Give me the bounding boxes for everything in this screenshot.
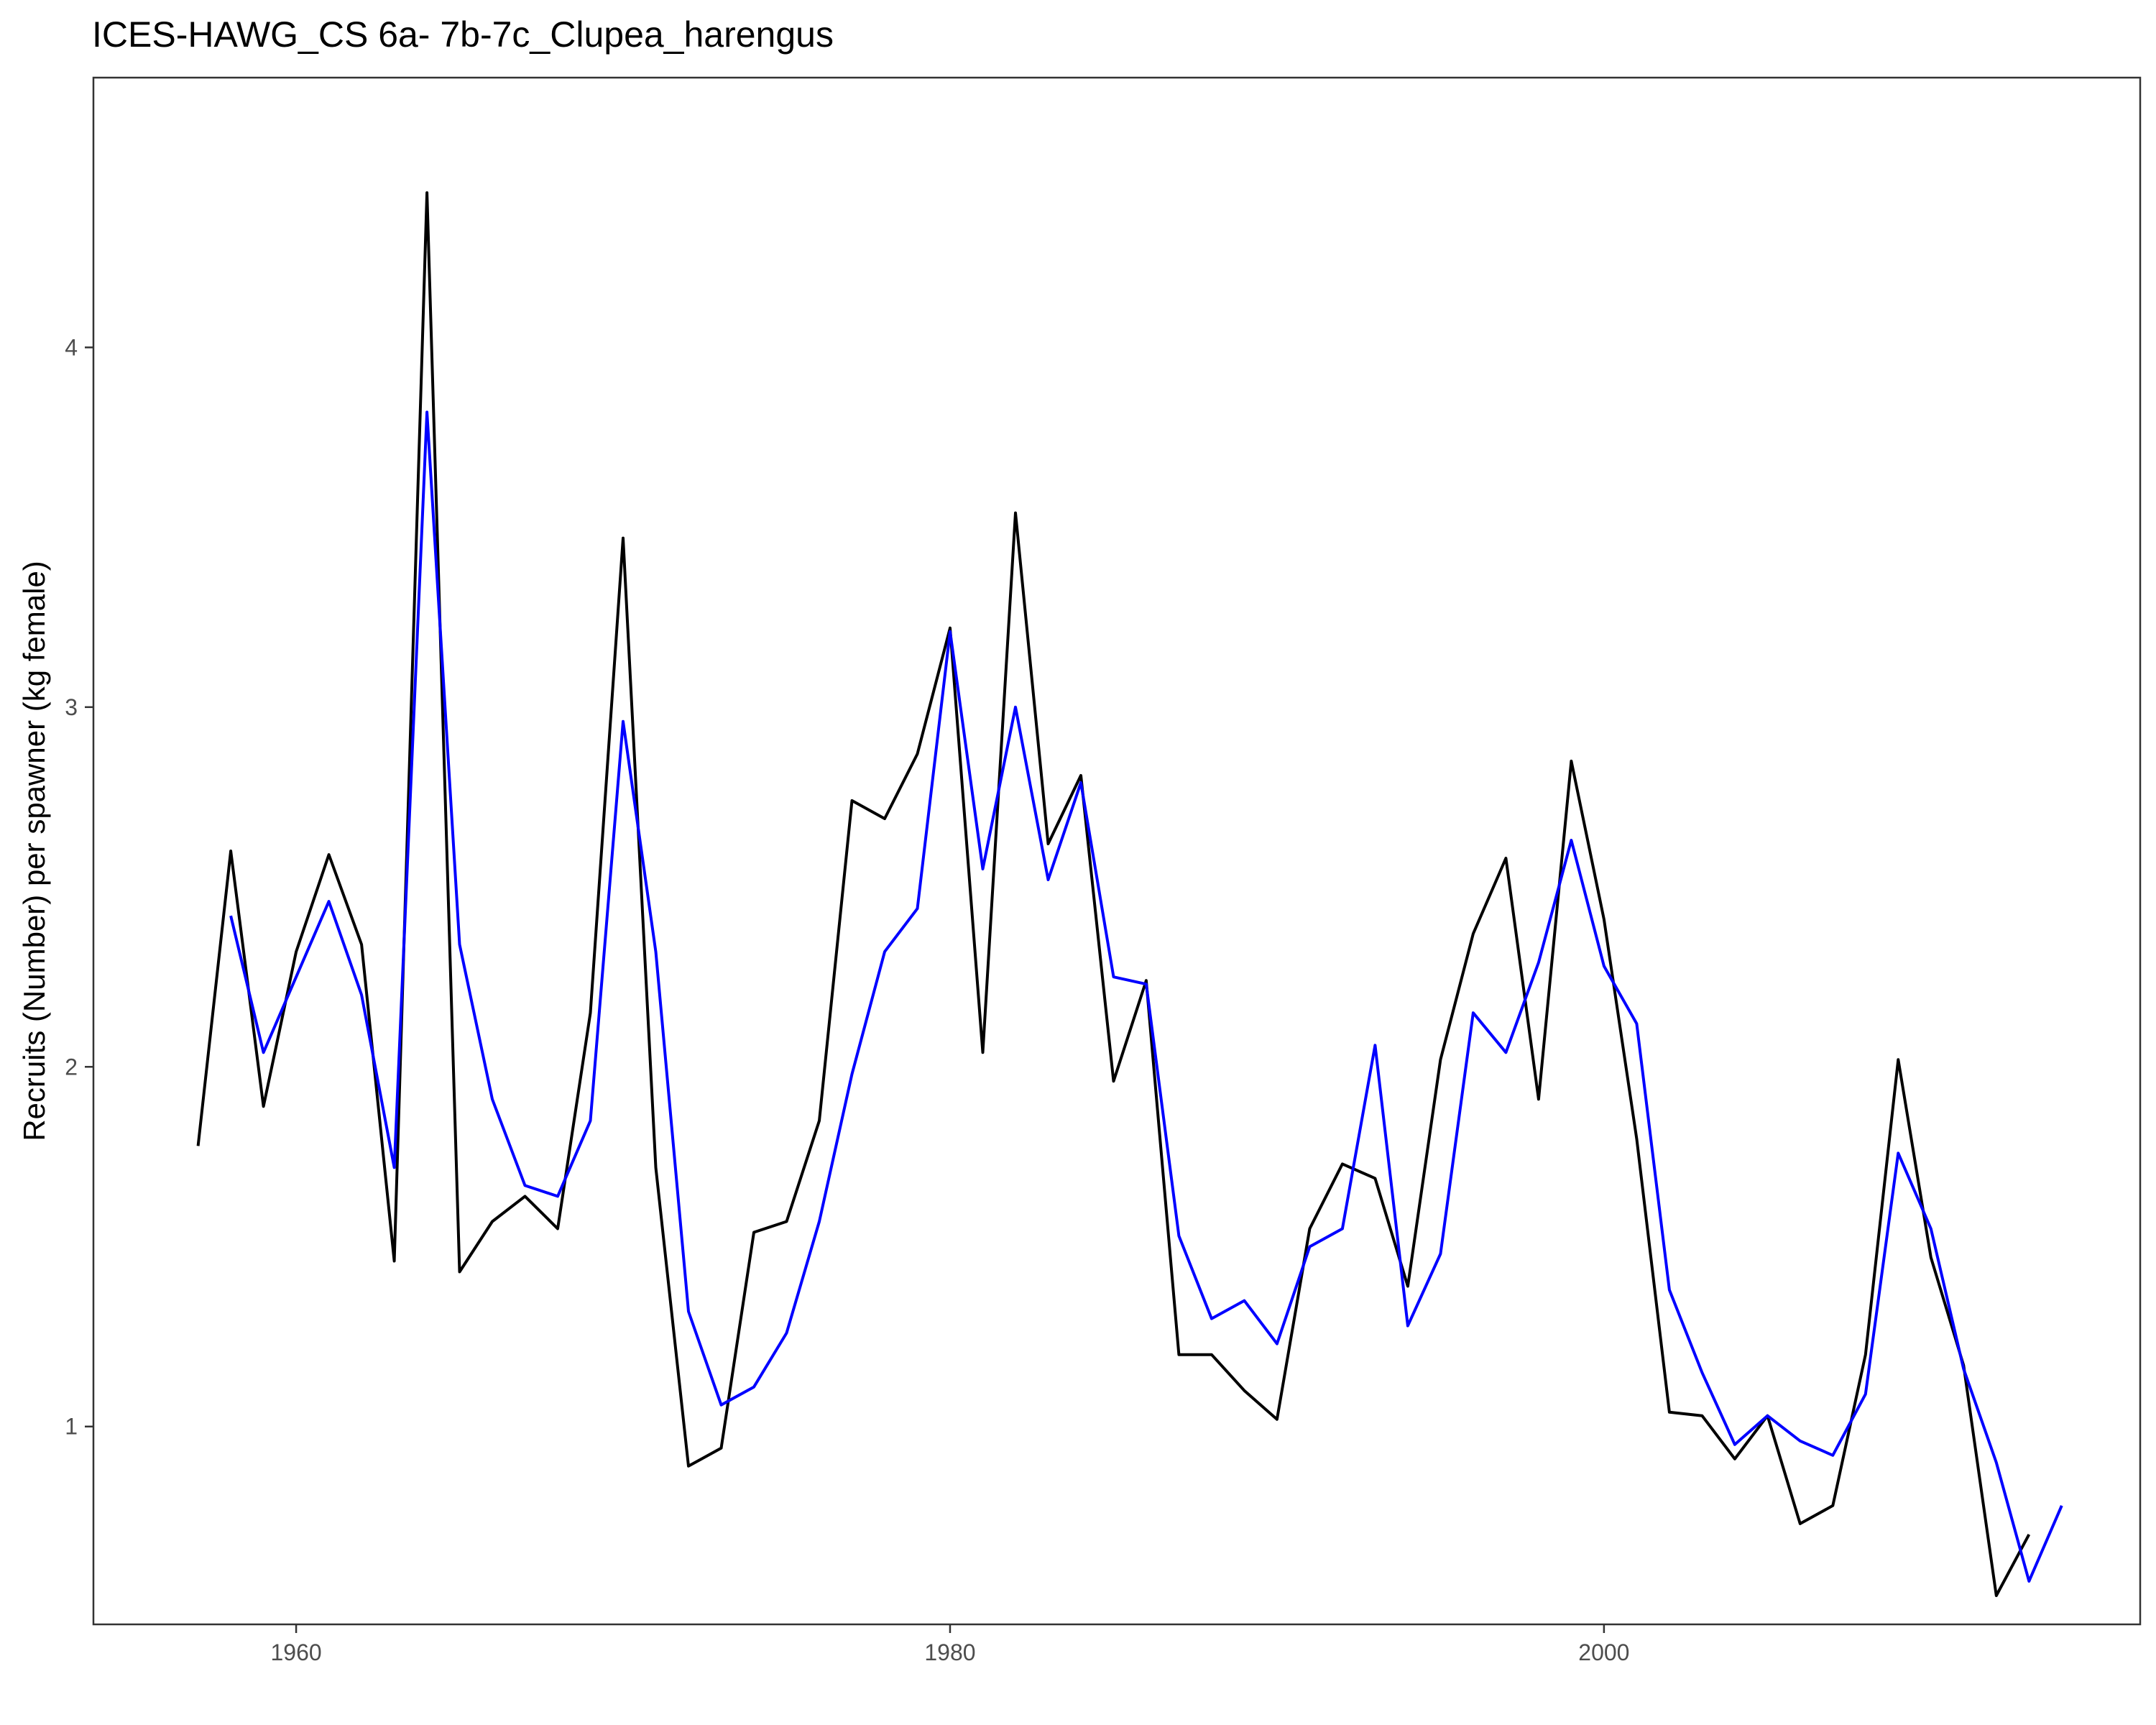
y-tick-label: 1 [65, 1414, 78, 1440]
x-tick-label: 1960 [270, 1639, 321, 1665]
plot-panel [92, 76, 2142, 1626]
series-lines [196, 191, 2063, 1597]
x-tick-label: 1980 [924, 1639, 975, 1665]
y-tick-label: 4 [65, 334, 78, 360]
y-axis: 1 2 3 4 [65, 334, 93, 1440]
y-tick-label: 2 [65, 1054, 78, 1080]
y-axis-title: Recruits (Number) per spawner (kg female… [17, 561, 51, 1141]
series-line-2 [229, 410, 2063, 1583]
x-tick-label: 2000 [1578, 1639, 1629, 1665]
x-axis: 1960 1980 2000 [270, 1624, 1629, 1665]
series-line-1 [196, 191, 2031, 1597]
chart-title: ICES-HAWG_CS 6a- 7b-7c_Clupea_harengus [92, 14, 834, 55]
y-tick-label: 3 [65, 694, 78, 720]
